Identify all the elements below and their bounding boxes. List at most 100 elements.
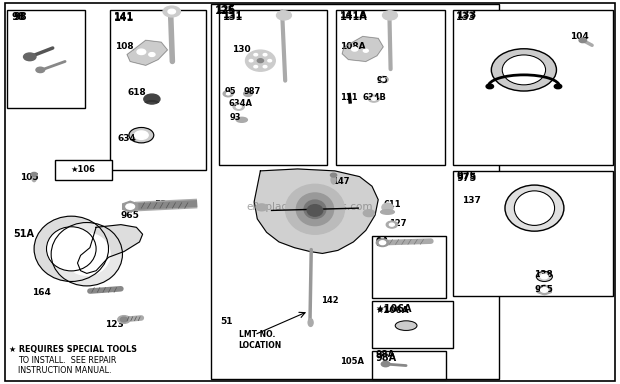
Text: 611: 611 [383, 200, 401, 209]
Text: 137: 137 [462, 196, 480, 205]
Circle shape [249, 60, 253, 62]
Circle shape [386, 221, 397, 228]
Circle shape [257, 59, 264, 63]
Text: 975: 975 [456, 173, 477, 183]
Bar [372, 236, 446, 298]
Bar [7, 10, 85, 108]
Ellipse shape [514, 191, 554, 225]
Ellipse shape [34, 216, 108, 281]
Circle shape [263, 66, 267, 68]
Text: 98: 98 [11, 12, 25, 22]
Text: 965: 965 [121, 210, 140, 220]
Circle shape [135, 131, 148, 139]
Circle shape [244, 91, 252, 96]
Ellipse shape [307, 205, 323, 216]
Text: 133: 133 [457, 10, 477, 20]
Text: 634: 634 [118, 134, 136, 143]
Circle shape [226, 93, 230, 95]
Text: TO INSTALL.  SEE REPAIR: TO INSTALL. SEE REPAIR [18, 356, 117, 365]
Circle shape [352, 47, 358, 51]
Ellipse shape [51, 223, 123, 286]
Ellipse shape [296, 193, 334, 226]
Text: 94: 94 [376, 237, 389, 246]
Text: 127: 127 [389, 219, 407, 228]
Polygon shape [342, 36, 383, 61]
Text: 634A: 634A [228, 99, 252, 108]
Text: 141: 141 [114, 13, 135, 23]
Circle shape [579, 38, 587, 43]
Ellipse shape [505, 185, 564, 231]
Bar [219, 10, 327, 165]
Text: 130: 130 [232, 45, 251, 55]
Bar [55, 160, 112, 180]
Text: 141A: 141A [340, 10, 368, 20]
Text: ★106A: ★106A [376, 304, 412, 314]
Polygon shape [254, 169, 378, 253]
Bar [372, 351, 446, 379]
Circle shape [236, 105, 241, 108]
Text: 618: 618 [127, 88, 146, 97]
Circle shape [137, 49, 146, 55]
Circle shape [371, 97, 376, 100]
Ellipse shape [304, 200, 326, 218]
Text: 141A: 141A [340, 12, 368, 22]
Polygon shape [78, 225, 143, 273]
Circle shape [363, 49, 368, 52]
Text: 955: 955 [534, 285, 553, 295]
Text: 51A: 51A [14, 229, 35, 239]
Text: 125: 125 [216, 5, 236, 15]
Ellipse shape [396, 321, 417, 330]
Ellipse shape [502, 55, 546, 85]
Text: 94: 94 [376, 238, 389, 248]
Ellipse shape [236, 118, 247, 122]
Ellipse shape [491, 49, 556, 91]
Text: 98A: 98A [376, 353, 397, 363]
Circle shape [541, 288, 548, 292]
Ellipse shape [246, 50, 275, 71]
Circle shape [368, 95, 379, 102]
Bar [110, 10, 206, 170]
Text: eReplacementParts.com: eReplacementParts.com [247, 202, 373, 212]
Circle shape [256, 204, 267, 211]
Text: 108A: 108A [340, 41, 365, 51]
Text: 111: 111 [340, 93, 357, 103]
Bar [453, 171, 613, 296]
Circle shape [168, 9, 175, 14]
Text: 164: 164 [32, 288, 51, 297]
Text: 105: 105 [20, 173, 38, 182]
Circle shape [379, 241, 386, 245]
Bar [453, 10, 613, 165]
Circle shape [330, 173, 337, 177]
Circle shape [149, 53, 155, 56]
Text: 131: 131 [223, 10, 244, 20]
Circle shape [163, 6, 180, 17]
Circle shape [254, 66, 258, 68]
Circle shape [36, 67, 45, 73]
Circle shape [24, 53, 36, 61]
Circle shape [363, 210, 374, 217]
Text: 133: 133 [456, 12, 477, 22]
Text: 98A: 98A [376, 349, 396, 359]
Circle shape [486, 84, 494, 89]
Text: 123: 123 [105, 320, 124, 329]
Text: 95: 95 [377, 76, 389, 85]
Ellipse shape [331, 175, 336, 184]
Polygon shape [127, 40, 167, 65]
Circle shape [254, 53, 258, 56]
Text: eReplacementParts.com: eReplacementParts.com [247, 202, 373, 212]
Text: 142: 142 [321, 296, 339, 305]
Text: 95: 95 [224, 87, 236, 96]
Circle shape [129, 127, 154, 143]
Circle shape [120, 317, 128, 322]
Text: 634B: 634B [363, 93, 387, 103]
Circle shape [263, 53, 267, 56]
Circle shape [378, 76, 388, 83]
Text: 51: 51 [221, 317, 233, 326]
Text: 53: 53 [154, 200, 166, 209]
Circle shape [31, 172, 37, 176]
Text: 987: 987 [244, 87, 261, 96]
Circle shape [277, 11, 291, 20]
Text: 104: 104 [570, 32, 589, 41]
Text: ★106A: ★106A [375, 306, 409, 315]
Text: 93: 93 [229, 113, 241, 122]
